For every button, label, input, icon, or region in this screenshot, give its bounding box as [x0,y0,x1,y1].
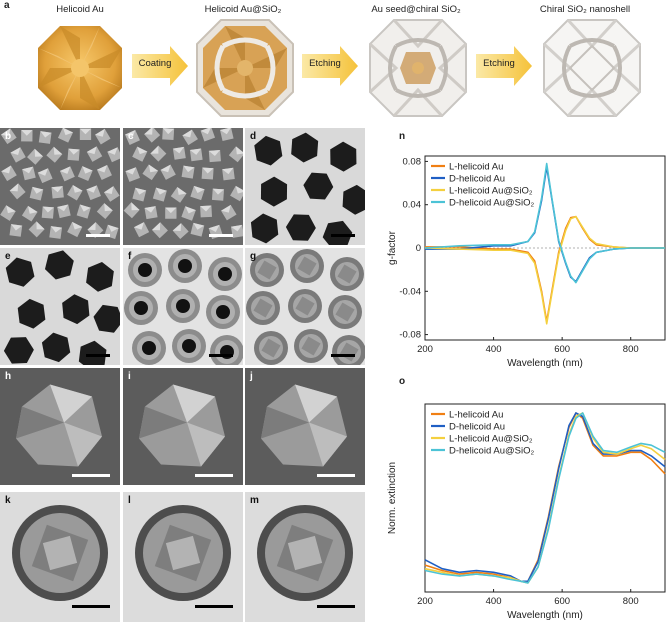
micrograph-letter-l: l [128,495,131,506]
y-tick-label: -0.08 [399,330,421,341]
legend-label: L-helicoid Au [449,410,503,421]
arrow-label-etching-2: Etching [483,58,515,69]
panel-o-letter: o [399,376,406,387]
y-tick-label: -0.04 [399,286,421,297]
chiral-sio2-nanoshell-particle [542,18,642,118]
legend-label: D-helicoid Au [449,174,505,185]
x-tick-label: 800 [623,344,639,355]
micrograph-letter-g: g [250,251,257,262]
legend-label: L-helicoid Au@SiO₂ [449,434,533,445]
arrow-label-coating: Coating [138,58,172,69]
x-tick-label: 200 [417,596,433,607]
micrograph-letter-f: f [128,251,132,262]
arrow-label-etching-1: Etching [309,58,341,69]
au-seed-chiral-sio2-particle [368,18,468,118]
legend-label: L-helicoid Au [449,162,503,173]
arrow-etching-1 [302,46,358,86]
micrograph-letter-d: d [250,131,257,142]
scale-bar [86,234,110,237]
y-tick-label: 0.04 [403,200,422,211]
micrograph-b: b [0,128,120,245]
stage-title-1: Helicoid Au [56,4,104,15]
scale-bar [317,605,355,608]
micrograph-letter-i: i [128,371,131,382]
scale-bar [209,354,233,357]
micrograph-letter-b: b [5,131,12,142]
micrograph-letter-m: m [250,495,259,506]
y-axis-label: Norm. extinction [387,462,398,534]
micrograph-l: l [123,492,243,622]
micrograph-letter-j: j [250,371,253,382]
x-tick-label: 400 [486,596,502,607]
scale-bar [86,354,110,357]
series-line [424,412,666,583]
x-tick-label: 400 [486,344,502,355]
x-tick-label: 800 [623,596,639,607]
micrograph-letter-c: c [128,131,134,142]
scale-bar [317,474,355,477]
legend-label: L-helicoid Au@SiO₂ [449,186,533,197]
x-axis-label: Wavelength (nm) [507,358,583,368]
series-line [424,162,665,284]
micrograph-letter-h: h [5,371,12,382]
scale-bar [209,234,233,237]
scale-bar [72,474,110,477]
stage-title-3: Au seed@chiral SiO₂ [371,4,461,15]
series-line [424,412,666,584]
scale-bar [72,605,110,608]
micrograph-m: m [245,492,365,622]
chart-n-g-factor: 200 400 600 800 0.08 0.04 0 -0.04 -0.08 Wavelengt… [387,155,666,368]
panel-n-letter: n [399,131,406,142]
plot-frame [424,403,666,593]
arrow-etching-2 [476,46,532,86]
arrow-coating [132,46,188,86]
series-line [424,215,665,325]
micrograph-k: k [0,492,120,622]
micrograph-e: e [0,248,120,365]
y-tick-label: 0.08 [403,156,422,167]
micrograph-d: d [245,128,365,245]
x-tick-label: 600 [554,344,570,355]
micrograph-c: c [123,128,243,245]
scale-bar [195,474,233,477]
panel-a-letter: a [4,0,10,11]
y-axis-label: g-factor [387,230,398,265]
micrograph-letter-k: k [5,495,11,506]
y-tick-label: 0 [416,243,421,254]
micrograph-g: g [245,248,365,365]
x-tick-label: 200 [417,344,433,355]
legend-label: D-helicoid Au@SiO₂ [449,198,534,209]
micrograph-h: h [0,368,120,485]
helicoid-au-particle [38,26,122,110]
helicoid-au-sio2-particle [196,19,294,117]
chart-o-extinction: 200 400 600 800 Wavelength (nm) Norm. extinct… [387,403,666,621]
micrograph-j: j [245,368,365,485]
x-tick-label: 600 [554,596,570,607]
stage-title-2: Helicoid Au@SiO₂ [204,4,282,15]
scale-bar [195,605,233,608]
micrograph-letter-e: e [5,251,11,262]
x-axis-label: Wavelength (nm) [507,610,583,621]
scale-bar [331,354,355,357]
micrograph-i: i [123,368,243,485]
series-line [425,215,665,323]
scale-bar [331,234,355,237]
legend-label: D-helicoid Au@SiO₂ [449,446,534,457]
legend-label: D-helicoid Au [449,422,505,433]
micrograph-f: f [123,248,243,365]
stage-title-4: Chiral SiO₂ nanoshell [539,4,631,15]
